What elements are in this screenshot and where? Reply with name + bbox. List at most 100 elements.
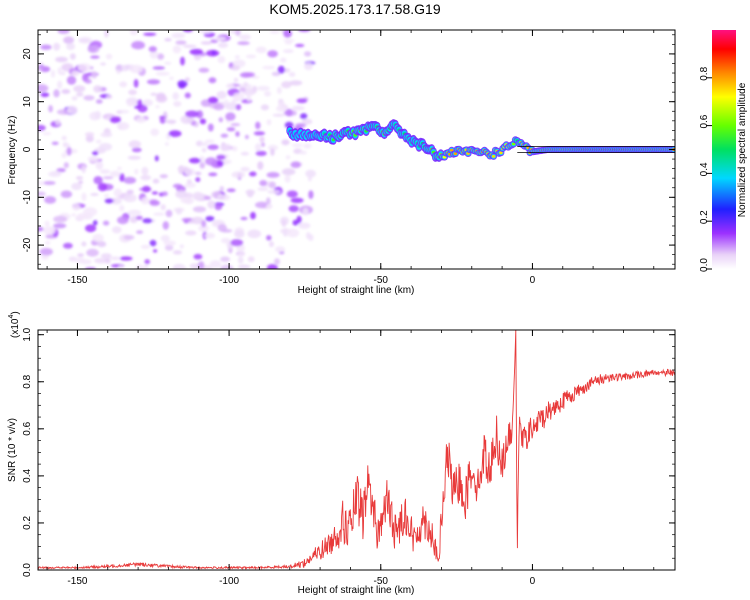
- noise-blob: [142, 99, 153, 107]
- y-tick-label: 0.0: [22, 563, 33, 577]
- noise-blob: [283, 49, 294, 53]
- noise-blob: [207, 96, 219, 104]
- x-tick-label: 0: [530, 576, 536, 587]
- noise-blob: [303, 143, 312, 149]
- noise-blob: [217, 42, 229, 48]
- spectrogram-y-label: Frequency (Hz): [7, 116, 18, 185]
- noise-blob: [56, 168, 66, 173]
- noise-blob: [62, 142, 69, 147]
- noise-blob: [119, 173, 125, 182]
- y-tick-label: 0.6: [22, 421, 33, 435]
- noise-blob: [92, 220, 98, 226]
- noise-blob: [267, 50, 278, 58]
- noise-blob: [159, 174, 168, 179]
- noise-blob: [201, 220, 207, 228]
- noise-blob: [70, 53, 76, 60]
- noise-blob: [141, 166, 149, 176]
- noise-blob: [143, 32, 157, 36]
- noise-blob: [188, 157, 201, 164]
- noise-blob: [71, 182, 82, 191]
- noise-blob: [91, 71, 98, 79]
- noise-blob: [131, 41, 146, 50]
- noise-blob: [66, 43, 76, 50]
- x-tick-label: -50: [374, 275, 389, 286]
- noise-blob: [121, 64, 129, 72]
- noise-blob: [291, 143, 304, 147]
- noise-blob: [100, 253, 112, 259]
- noise-blob: [216, 160, 224, 167]
- noise-blob: [281, 81, 292, 89]
- noise-blob: [186, 179, 192, 185]
- noise-blob: [235, 104, 242, 111]
- noise-blob: [300, 113, 308, 120]
- noise-blob: [44, 196, 57, 204]
- noise-blob: [41, 255, 49, 260]
- noise-blob: [95, 161, 104, 170]
- noise-blob: [182, 30, 193, 33]
- noise-blob: [100, 62, 107, 66]
- noise-blob: [205, 157, 217, 166]
- noise-blob: [113, 188, 122, 198]
- x-tick-label: 0: [530, 275, 536, 286]
- noise-blob: [67, 105, 78, 115]
- noise-blob: [304, 62, 313, 71]
- noise-blob: [213, 36, 227, 41]
- noise-blob: [201, 147, 207, 153]
- noise-blob: [240, 216, 248, 221]
- noise-blob: [162, 221, 169, 230]
- snr-y-label: SNR (10 * v/v): [7, 418, 18, 482]
- noise-blob: [252, 75, 260, 79]
- noise-blob: [211, 50, 217, 55]
- colorbar-tick-label: 0.0: [699, 258, 710, 272]
- noise-blob: [71, 96, 78, 101]
- noise-blob: [290, 161, 302, 168]
- noise-blob: [237, 41, 250, 46]
- noise-blob: [226, 188, 236, 193]
- noise-blob: [38, 226, 44, 232]
- noise-blob: [164, 38, 172, 42]
- noise-blob: [38, 124, 46, 131]
- y-tick-label: 10: [22, 96, 33, 108]
- noise-blob: [81, 165, 86, 174]
- noise-blob: [304, 51, 312, 57]
- noise-blob: [123, 176, 137, 184]
- noise-blob: [171, 32, 186, 39]
- colorbar-label: Normalized spectral amplitude: [737, 82, 748, 217]
- colorbar-tick-label: 0.6: [699, 114, 710, 128]
- noise-blob: [173, 101, 182, 107]
- noise-blob: [216, 154, 226, 160]
- noise-blob: [220, 237, 231, 244]
- noise-blob: [195, 177, 201, 183]
- noise-blob: [50, 69, 56, 78]
- noise-blob: [99, 169, 111, 175]
- track-core: [499, 151, 503, 155]
- noise-blob: [308, 190, 314, 200]
- noise-blob: [94, 258, 108, 264]
- noise-blob: [218, 117, 223, 123]
- noise-blob: [307, 175, 312, 182]
- noise-blob: [151, 191, 158, 195]
- noise-blob: [85, 135, 94, 143]
- noise-blob: [200, 142, 209, 147]
- noise-blob: [180, 56, 185, 66]
- noise-blob: [155, 95, 168, 103]
- noise-blob: [247, 256, 255, 263]
- snr-trace: [38, 330, 675, 570]
- noise-blob: [152, 178, 160, 184]
- noise-blob: [126, 189, 134, 195]
- noise-blob: [225, 112, 236, 121]
- noise-blob: [38, 181, 44, 186]
- noise-blob: [299, 150, 307, 155]
- noise-blob: [230, 239, 244, 247]
- noise-blob: [104, 193, 109, 198]
- noise-blob: [149, 200, 161, 206]
- noise-blob: [105, 257, 111, 264]
- noise-blob: [272, 113, 285, 117]
- noise-blob: [205, 216, 215, 222]
- snr-background: [38, 330, 675, 570]
- noise-blob: [135, 264, 145, 269]
- noise-blob: [78, 180, 83, 184]
- noise-blob: [204, 139, 215, 144]
- noise-blob: [266, 119, 272, 126]
